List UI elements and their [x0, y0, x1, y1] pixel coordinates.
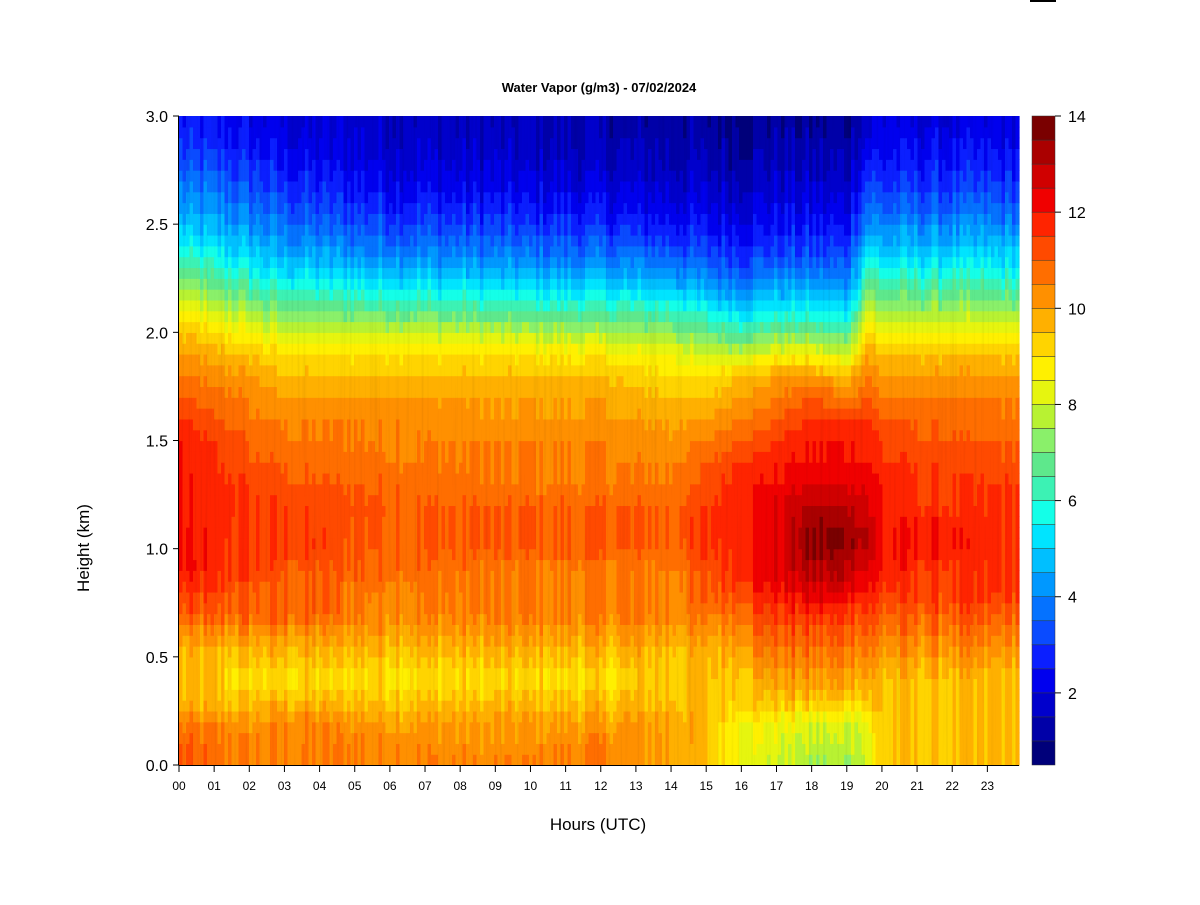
- chart-title: Water Vapor (g/m3) - 07/02/2024: [502, 80, 697, 95]
- corner-edge-mark: [1030, 0, 1056, 2]
